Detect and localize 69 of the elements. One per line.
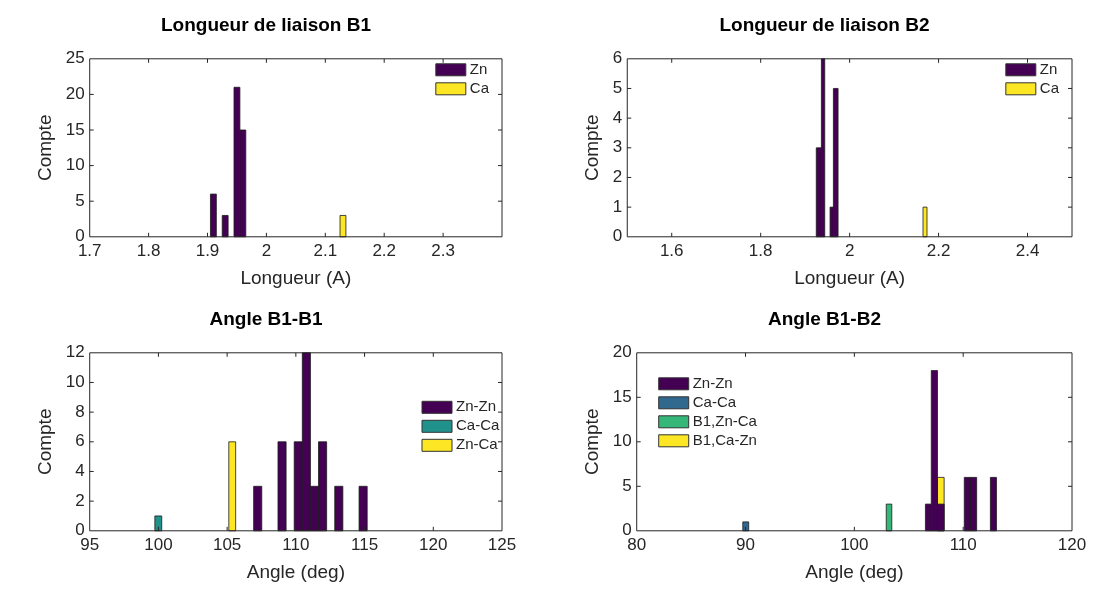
x-tick-label: 2.4 <box>1015 240 1040 260</box>
x-tick-label: 2.3 <box>431 240 455 260</box>
chart-title: Angle B1-B2 <box>768 307 881 329</box>
y-tick-label: 20 <box>612 342 632 362</box>
y-axis-title: Compte <box>580 114 602 182</box>
y-tick-label: 20 <box>65 84 85 104</box>
y-tick-label: 15 <box>65 119 85 139</box>
x-tick-label: 2.2 <box>926 240 951 260</box>
y-tick-label: 8 <box>75 401 85 421</box>
y-tick-label: 6 <box>75 431 85 451</box>
y-tick-label: 4 <box>75 461 85 481</box>
y-tick-label: 4 <box>612 107 623 127</box>
y-tick-label: 10 <box>65 155 85 175</box>
x-tick-label: 2.2 <box>372 240 397 260</box>
y-tick-label: 1 <box>612 196 623 216</box>
x-tick-label: 1.8 <box>748 240 773 260</box>
chart-title: Longueur de liaison B1 <box>160 13 372 35</box>
y-tick-label: 2 <box>612 167 623 187</box>
x-axis-title: Angle (deg) <box>805 560 904 582</box>
legend-label: Ca-Ca <box>456 416 500 434</box>
x-tick-label: 105 <box>212 534 242 554</box>
x-axis-title: Angle (deg) <box>246 560 345 582</box>
x-tick-label: 100 <box>144 534 173 554</box>
y-tick-label: 15 <box>612 386 632 406</box>
x-tick-label: 115 <box>351 534 379 554</box>
y-tick-label: 10 <box>612 431 632 451</box>
y-tick-label: 5 <box>612 78 623 98</box>
legend-label: B1,Zn-Ca <box>692 411 758 429</box>
y-tick-label: 10 <box>65 372 85 392</box>
x-tick-label: 1.7 <box>77 240 102 260</box>
y-axis-title: Compte <box>580 408 602 476</box>
x-axis-title: Longueur (A) <box>794 266 906 288</box>
y-axis-title: Compte <box>33 114 55 182</box>
x-tick-label: 80 <box>627 534 647 554</box>
x-tick-label: 2 <box>844 240 855 260</box>
y-tick-label: 0 <box>612 226 623 246</box>
x-tick-label: 110 <box>282 534 310 554</box>
legend-label: Ca-Ca <box>692 392 737 410</box>
x-tick-label: 1.9 <box>195 240 220 260</box>
x-tick-label: 110 <box>949 534 977 554</box>
legend-label: Zn-Ca <box>456 435 499 453</box>
legend-label: B1,Ca-Zn <box>692 430 757 448</box>
y-axis-title: Compte <box>33 408 55 476</box>
x-tick-label: 1.6 <box>659 240 684 260</box>
x-tick-label: 95 <box>80 534 100 554</box>
x-tick-label: 100 <box>840 534 869 554</box>
x-axis-title: Longueur (A) <box>240 266 352 288</box>
legend-label: Zn <box>1039 59 1058 77</box>
x-tick-label: 2.1 <box>313 240 338 260</box>
y-tick-label: 3 <box>612 137 623 157</box>
x-tick-label: 2 <box>261 240 272 260</box>
y-tick-label: 2 <box>75 490 85 510</box>
legend-label: Zn-Zn <box>692 373 733 391</box>
legend-label: Zn-Zn <box>456 397 497 415</box>
y-tick-label: 6 <box>612 48 623 68</box>
x-tick-label: 120 <box>1057 534 1087 554</box>
y-tick-label: 5 <box>75 190 85 210</box>
chart-title: Angle B1-B1 <box>209 307 323 329</box>
legend-label: Ca <box>469 78 490 96</box>
chart-title: Longueur de liaison B2 <box>719 13 930 35</box>
x-tick-label: 1.8 <box>136 240 161 260</box>
x-tick-label: 120 <box>419 534 448 554</box>
legend-label: Ca <box>1039 78 1060 96</box>
y-tick-label: 12 <box>65 342 85 362</box>
legend-label: Zn <box>469 59 488 77</box>
x-tick-label: 90 <box>736 534 755 554</box>
x-tick-label: 125 <box>487 534 517 554</box>
y-tick-label: 5 <box>622 475 632 495</box>
y-tick-label: 25 <box>65 48 85 68</box>
